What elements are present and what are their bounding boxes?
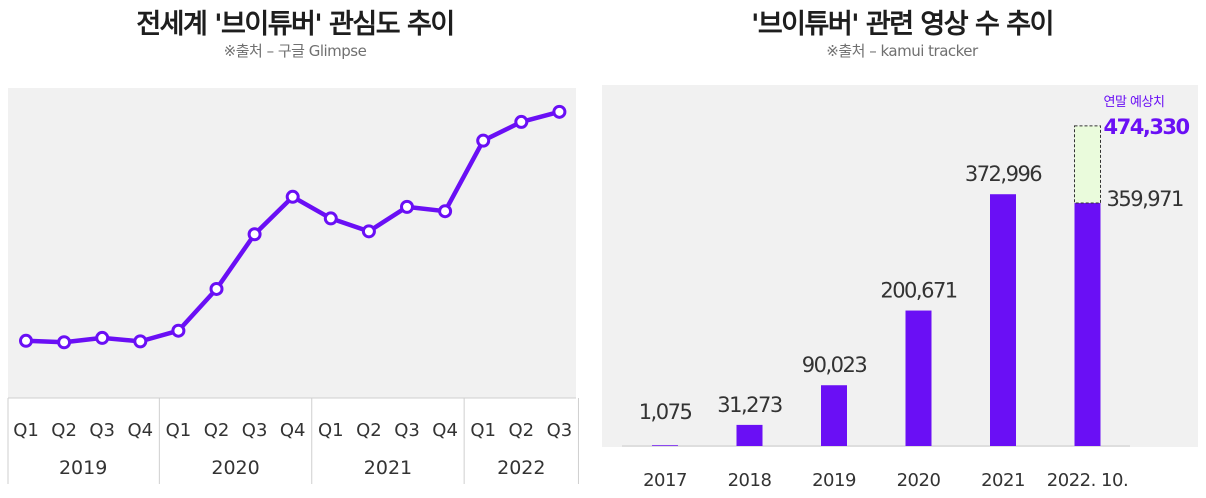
- right-chart-source: ※출처 – kamui tracker: [826, 42, 978, 60]
- bar-value-label: 31,273: [717, 393, 782, 417]
- category-label: 2019: [812, 470, 856, 491]
- forecast-caption: 연말 예상치: [1104, 95, 1165, 110]
- video-count-bar-chart: 2017 1,075 2018 31,273 2019 90,023 2020 200,671…: [602, 85, 1198, 491]
- bar-value-label: 359,971: [1107, 187, 1183, 211]
- category-label: 2020: [897, 470, 941, 491]
- bar: [1074, 203, 1101, 446]
- data-point-marker: [438, 204, 453, 219]
- quarter-tick-label: Q1: [470, 420, 496, 441]
- bar-plot-area: [602, 85, 1198, 447]
- data-point-marker: [57, 335, 72, 350]
- quarter-tick-label: Q1: [166, 420, 192, 441]
- data-point-marker: [552, 104, 567, 119]
- quarter-tick-label: Q4: [432, 420, 458, 441]
- year-label: 2022: [497, 457, 545, 479]
- year-label: 2021: [364, 457, 412, 479]
- quarter-tick-label: Q3: [242, 420, 268, 441]
- data-point-marker: [323, 211, 338, 226]
- year-label: 2020: [211, 457, 259, 479]
- forecast-bar-segment: [1074, 125, 1101, 204]
- bar: [652, 445, 678, 446]
- year-label: 2019: [59, 457, 107, 479]
- quarter-tick-label: Q2: [204, 420, 230, 441]
- quarter-tick-label: Q1: [13, 420, 39, 441]
- data-point-marker: [95, 330, 110, 345]
- video-count-chart-panel: '브이튜버' 관련 영상 수 추이 ※출처 – kamui tracker 20…: [598, 0, 1206, 498]
- category-label: 2021: [981, 470, 1025, 491]
- bar: [990, 194, 1016, 446]
- quarter-tick-label: Q1: [318, 420, 344, 441]
- quarter-tick-label: Q4: [280, 420, 306, 441]
- data-point-marker: [400, 199, 414, 214]
- data-point-marker: [247, 227, 262, 242]
- bar: [821, 385, 847, 446]
- bar-value-label: 1,075: [639, 400, 692, 424]
- quarter-tick-label: Q3: [89, 420, 115, 441]
- bar-value-label: 200,671: [880, 279, 956, 303]
- data-point-marker: [285, 189, 300, 204]
- forecast-value-label: 474,330: [1104, 115, 1190, 139]
- bar-value-label: 90,023: [802, 353, 867, 377]
- data-point-marker: [19, 333, 33, 348]
- bar: [736, 424, 763, 446]
- quarter-tick-label: Q4: [127, 420, 153, 441]
- data-point-marker: [361, 224, 376, 239]
- bar-value-label: 372,996: [965, 162, 1042, 186]
- data-point-marker: [171, 323, 186, 338]
- left-chart-title: 전세계 '브이튜버' 관심도 추이: [136, 9, 455, 40]
- data-point-marker: [133, 334, 148, 349]
- quarter-tick-label: Q2: [51, 420, 77, 441]
- quarter-tick-label: Q2: [508, 420, 534, 441]
- interest-chart-panel: 전세계 '브이튜버' 관심도 추이 ※출처 – 구글 Glimpse 2019 2…: [0, 0, 590, 498]
- data-point-marker: [514, 114, 529, 129]
- quarter-tick-label: Q2: [356, 420, 382, 441]
- left-chart-source: ※출처 – 구글 Glimpse: [223, 42, 367, 60]
- quarter-tick-label: Q3: [547, 420, 573, 441]
- category-label: 2017: [643, 470, 687, 491]
- data-point-marker: [209, 281, 224, 296]
- bar: [905, 310, 932, 446]
- right-chart-title: '브이튜버' 관련 영상 수 추이: [751, 9, 1054, 40]
- data-point-marker: [476, 133, 491, 148]
- quarter-tick-label: Q3: [394, 420, 420, 441]
- category-label: 2018: [728, 470, 772, 491]
- category-label: 2022. 10.: [1047, 470, 1128, 491]
